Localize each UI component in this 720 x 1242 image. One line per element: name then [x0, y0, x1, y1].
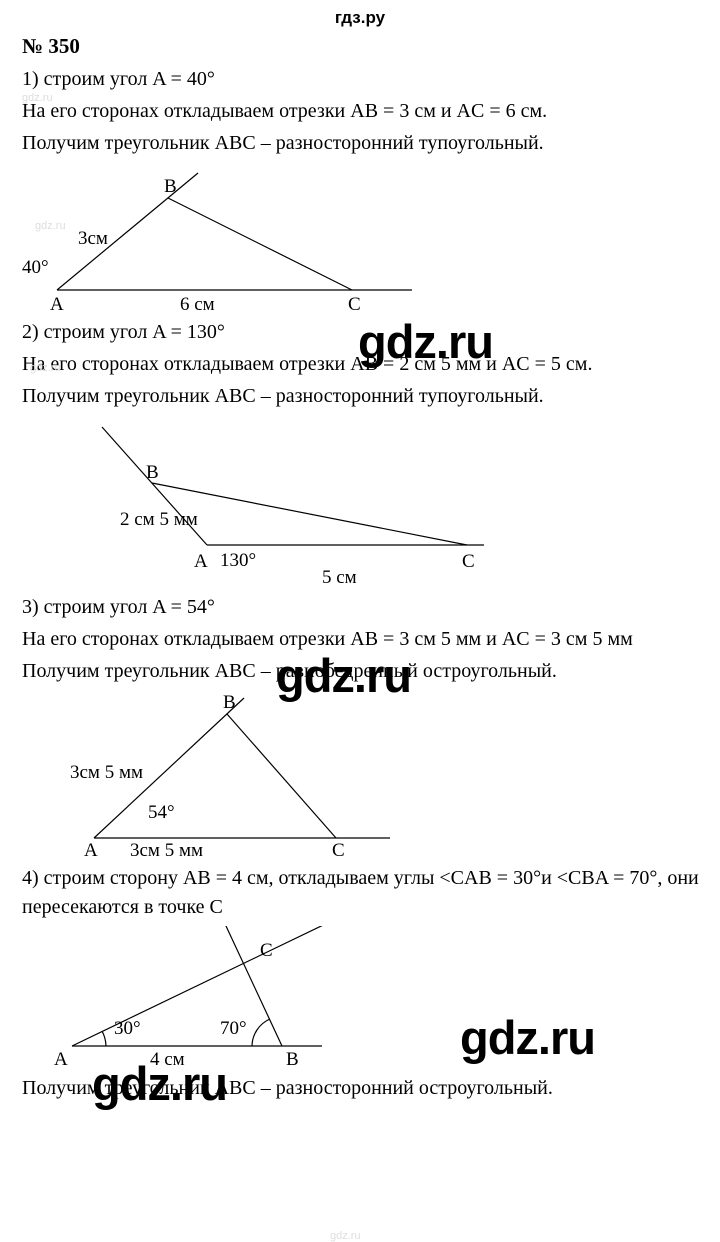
fig4-a1: 30°	[114, 1018, 141, 1039]
fig2-ab: 2 см 5 мм	[120, 509, 198, 530]
fig1-ab: 3см	[78, 228, 108, 249]
solution-content: № 350 1) строим угол A = 40° На его стор…	[0, 34, 720, 1103]
p4-line2: Получим треугольник ABC – разносторонний…	[22, 1074, 702, 1103]
fig4-a2: 70°	[220, 1018, 247, 1039]
p1-line2: На его сторонах откладываем отрезки AB =…	[22, 97, 702, 126]
p1-line1: 1) строим угол A = 40°	[22, 65, 702, 94]
fig3-label-B: B	[223, 692, 236, 713]
p2-line2: На его сторонах откладываем отрезки AB =…	[22, 350, 702, 379]
fig2-ac: 5 см	[322, 567, 357, 587]
watermark-small: gdz.ru	[330, 1230, 361, 1242]
p1-figure: A B C 40° 3см 6 см	[22, 162, 702, 312]
fig4-label-A: A	[54, 1049, 68, 1068]
fig1-label-A: A	[50, 294, 64, 312]
fig1-angle: 40°	[22, 257, 49, 278]
p2-figure: A B C 130° 2 см 5 мм 5 см	[22, 415, 702, 587]
fig1-label-B: B	[164, 176, 177, 197]
fig4-label-C: C	[260, 940, 273, 961]
fig2-angle: 130°	[220, 550, 256, 571]
p1-line3: Получим треугольник ABC – разносторонний…	[22, 129, 702, 158]
fig3-angle: 54°	[148, 802, 175, 823]
fig2-label-C: C	[462, 551, 475, 572]
p3-line3: Получим треугольник ABC – равнобедренный…	[22, 657, 702, 686]
p4-line1: 4) строим сторону AB = 4 см, откладываем…	[22, 864, 702, 922]
site-header: гдз.ру	[0, 0, 720, 34]
fig3-ac: 3см 5 мм	[130, 840, 203, 858]
p4-figure: A B C 30° 70° 4 см	[22, 926, 702, 1068]
fig3-ab: 3см 5 мм	[70, 762, 143, 783]
fig4-ab: 4 см	[150, 1049, 185, 1068]
fig1-ac: 6 см	[180, 294, 215, 312]
fig1-label-C: C	[348, 294, 361, 312]
fig2-label-B: B	[146, 462, 159, 483]
p2-line1: 2) строим угол A = 130°	[22, 318, 702, 347]
problem-number: № 350	[22, 34, 702, 59]
p3-figure: A B C 54° 3см 5 мм 3см 5 мм	[22, 690, 702, 858]
p2-line3: Получим треугольник ABC – разносторонний…	[22, 382, 702, 411]
p3-line2: На его сторонах откладываем отрезки AB =…	[22, 625, 702, 654]
fig2-label-A: A	[194, 551, 208, 572]
fig4-label-B: B	[286, 1049, 299, 1068]
fig3-label-A: A	[84, 840, 98, 858]
p3-line1: 3) строим угол A = 54°	[22, 593, 702, 622]
fig3-label-C: C	[332, 840, 345, 858]
